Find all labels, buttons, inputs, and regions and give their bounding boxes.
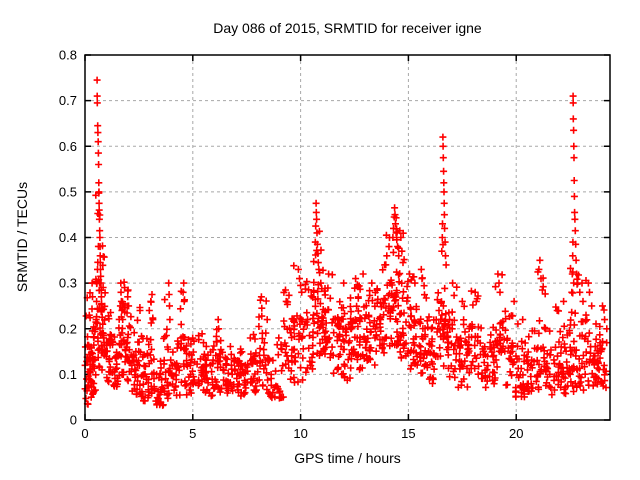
x-tick-label: 5 <box>189 426 196 441</box>
y-tick-label: 0.7 <box>59 93 77 108</box>
x-tick-label: 15 <box>401 426 415 441</box>
plot-border <box>84 54 611 421</box>
y-tick-label: 0.5 <box>59 184 77 199</box>
tick-labels: 0 5 10 15 20 0 0.1 0.2 0.3 0.4 0.5 0.6 0.7 0.8 <box>59 48 524 442</box>
y-tick-label: 0.2 <box>59 321 77 336</box>
y-tick-label: 0 <box>70 413 77 428</box>
data-points-SRMTID <box>81 76 611 409</box>
y-tick-label: 0.8 <box>59 48 77 63</box>
y-tick-label: 0.6 <box>59 139 77 154</box>
y-tick-label: 0.3 <box>59 276 77 291</box>
x-tick-label: 20 <box>509 426 523 441</box>
x-tick-label: 0 <box>81 426 88 441</box>
x-axis-title: GPS time / hours <box>294 450 401 466</box>
chart-title: Day 086 of 2015, SRMTID for receiver ign… <box>213 20 482 36</box>
grid-lines <box>85 55 610 420</box>
x-tick-label: 10 <box>293 426 307 441</box>
y-tick-label: 0.4 <box>59 230 77 245</box>
y-tick-label: 0.1 <box>59 367 77 382</box>
